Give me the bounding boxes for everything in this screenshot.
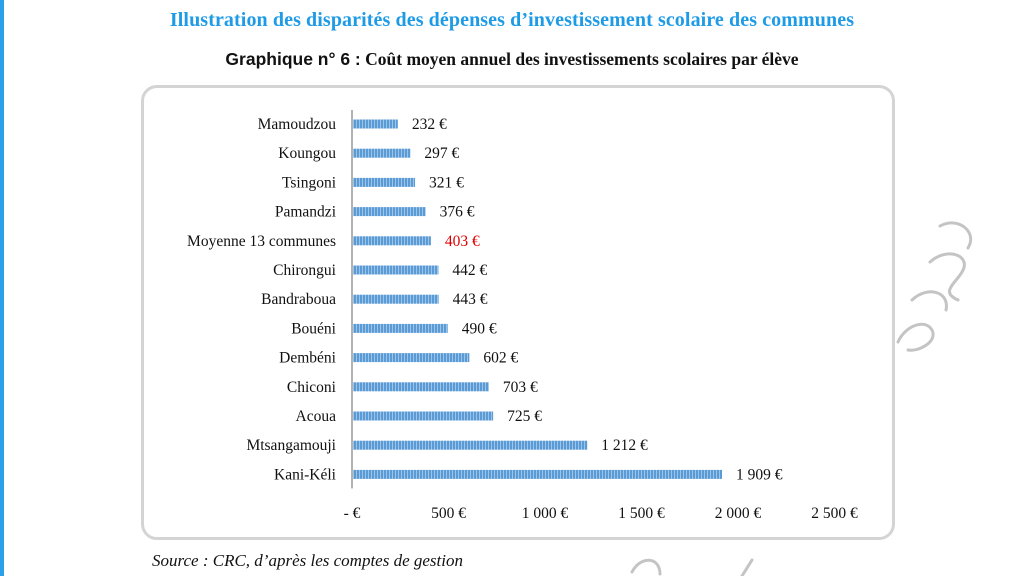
value-label-12: 1 909 € <box>736 466 783 483</box>
value-label-4: 403 € <box>445 233 480 250</box>
left-accent-rule <box>0 0 4 576</box>
category-label-6: Bandraboua <box>261 291 336 308</box>
category-label-7: Bouéni <box>291 320 336 337</box>
bar-9 <box>353 382 489 392</box>
value-label-2: 321 € <box>429 174 464 191</box>
bar-8 <box>353 353 470 363</box>
category-label-0: Mamoudzou <box>258 116 337 133</box>
value-label-0: 232 € <box>412 116 447 133</box>
value-label-1: 297 € <box>424 145 459 162</box>
page-heading: Illustration des disparités des dépenses… <box>169 9 855 31</box>
bar-2 <box>353 177 416 187</box>
x-tick-label-3: 1 500 € <box>618 505 665 522</box>
bar-6 <box>353 294 439 304</box>
x-tick-label-1: 500 € <box>431 505 466 522</box>
chart-title-text: Coût moyen annuel des investissements sc… <box>365 49 799 69</box>
chart-title: Graphique n° 6 : Coût moyen annuel des i… <box>0 49 1024 70</box>
category-label-12: Kani-Kéli <box>274 466 337 483</box>
bars-layer <box>351 110 722 489</box>
value-label-9: 703 € <box>503 379 538 396</box>
bar-5 <box>353 265 439 275</box>
bar-10 <box>353 411 494 421</box>
x-tick-label-0: - € <box>344 505 361 522</box>
category-label-3: Pamandzi <box>275 204 337 221</box>
bar-4 <box>353 236 431 246</box>
x-tick-labels-layer: - € 500 € 1 000 € 1 500 € 2 000 € 2 500 € <box>344 505 858 522</box>
category-labels-layer: Mamoudzou Koungou Tsingoni Pamandzi Moyenne … <box>187 116 337 483</box>
category-label-10: Acoua <box>296 408 337 425</box>
category-label-8: Dembéni <box>279 350 337 367</box>
category-label-1: Koungou <box>278 145 336 162</box>
x-tick-label-4: 2 000 € <box>715 505 762 522</box>
value-label-5: 442 € <box>452 262 487 279</box>
value-labels-layer: 232 € 297 € 321 € 376 € 403 € 442 € 443 € 490 €… <box>412 116 783 483</box>
category-label-5: Chirongui <box>273 262 337 279</box>
bar-12 <box>353 469 722 479</box>
chart-number: Graphique n° 6 : <box>225 49 361 69</box>
category-label-9: Chiconi <box>287 379 337 396</box>
value-label-3: 376 € <box>440 204 475 221</box>
value-label-11: 1 212 € <box>601 437 648 454</box>
category-label-4: Moyenne 13 communes <box>187 233 336 250</box>
value-label-7: 490 € <box>462 320 497 337</box>
source-note: Source : CRC, d’après les comptes de ges… <box>152 551 463 570</box>
category-label-11: Mtsangamouji <box>246 437 336 454</box>
value-label-8: 602 € <box>483 350 518 367</box>
category-label-2: Tsingoni <box>282 174 337 191</box>
bar-0 <box>353 119 398 129</box>
bar-1 <box>353 148 411 158</box>
value-label-6: 443 € <box>453 291 488 308</box>
bar-11 <box>353 440 588 450</box>
value-label-10: 725 € <box>507 408 542 425</box>
bar-3 <box>353 207 426 217</box>
x-tick-label-5: 2 500 € <box>811 505 858 522</box>
bar-7 <box>353 323 448 333</box>
chart-frame <box>141 85 895 540</box>
x-tick-label-2: 1 000 € <box>522 505 569 522</box>
